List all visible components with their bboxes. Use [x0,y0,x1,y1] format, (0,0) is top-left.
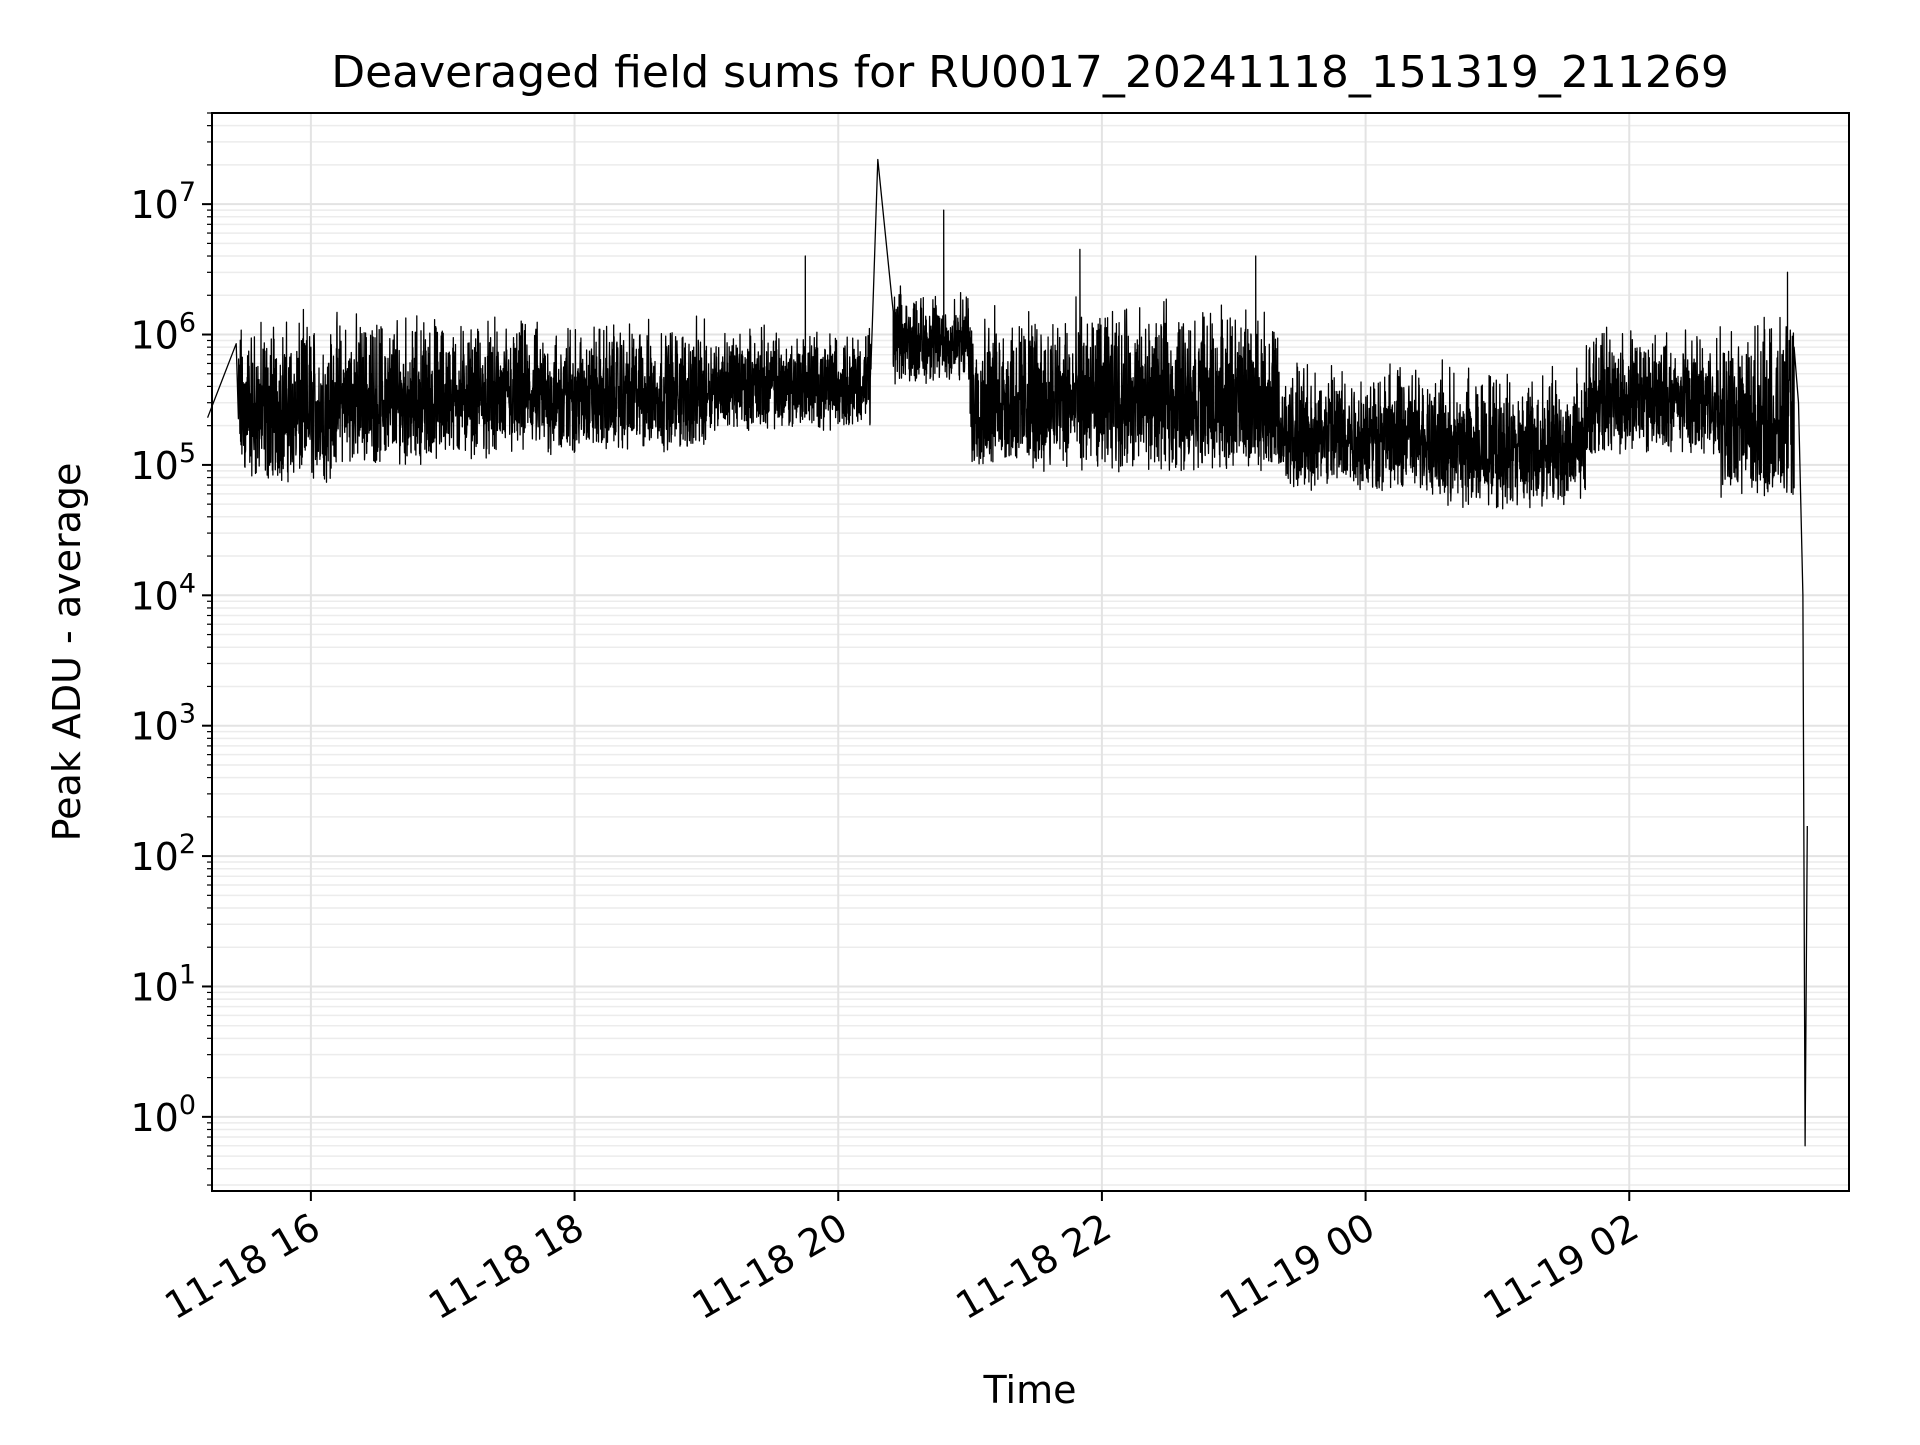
y-tick-label: 100 [130,1090,196,1140]
plot-frame [211,112,1850,1192]
series-line [206,158,1808,1147]
y-tick-label: 104 [130,568,196,618]
chart-title: Deaveraged field sums for RU0017_2024111… [331,47,1729,98]
grid [212,112,1849,1191]
y-tick-label: 106 [130,308,196,358]
y-tick-label: 105 [130,438,196,488]
y-axis-label: Peak ADU - average [45,463,89,842]
y-tick-label: 102 [130,829,196,879]
x-axis-label: Time [983,1368,1077,1412]
y-tick-label: 103 [130,699,196,749]
series-layer [206,158,1808,1147]
y-tick-label: 101 [130,959,196,1009]
y-tick-label: 107 [130,177,196,227]
